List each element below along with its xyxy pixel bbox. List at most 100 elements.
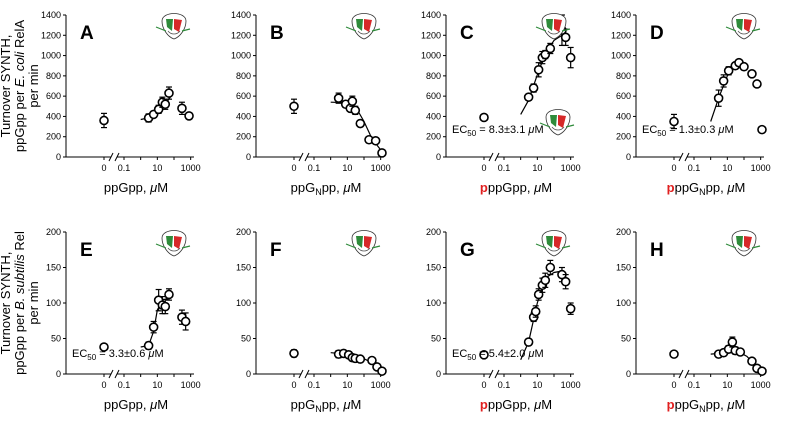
data-point <box>718 74 729 88</box>
data-point <box>479 112 489 123</box>
ec50-annotation: EC50 = 5.4±2.0 μM <box>452 348 544 362</box>
data-point <box>99 112 109 129</box>
y-tick-label: 1000 <box>231 51 251 61</box>
data-point <box>540 272 551 288</box>
y-tick-label: 1200 <box>421 30 441 40</box>
data-point <box>289 98 299 114</box>
x-tick-label: 0.1 <box>688 380 701 390</box>
x-tick-label: 0.1 <box>688 163 701 173</box>
data-point <box>355 354 366 364</box>
y-tick-label: 50 <box>51 334 61 344</box>
y-tick-label: 200 <box>616 132 631 142</box>
data-point <box>565 46 576 69</box>
y-axis-label-line: per min <box>26 64 41 107</box>
data-point <box>747 356 757 367</box>
enzyme-structure-icon <box>345 230 381 257</box>
axis-break-mark <box>678 369 684 379</box>
y-tick-label: 50 <box>621 334 631 344</box>
y-tick-label: 600 <box>236 91 251 101</box>
data-point <box>545 42 556 55</box>
x-axis-label: ppGNpp, μM <box>291 397 362 414</box>
data-point <box>370 135 381 146</box>
data-point <box>530 305 541 318</box>
x-tick-label: 1000 <box>751 163 771 173</box>
x-tick-label: 0 <box>671 380 676 390</box>
x-tick-label: 0.1 <box>118 163 131 173</box>
data-point <box>747 69 757 79</box>
panel-letter: C <box>460 23 474 44</box>
axis-break-mark <box>494 369 500 379</box>
data-point <box>735 347 746 357</box>
x-axis-label: ppGpp, μM <box>104 180 168 195</box>
x-tick-label: 10 <box>722 380 732 390</box>
axis-break-mark <box>108 369 114 379</box>
panel-E: 0 50 100 150 200 0 0.1 10 1000 E EC50 = 3.3±0.6 μM… <box>46 227 201 412</box>
axis-break-mark <box>304 369 310 379</box>
data-point <box>180 312 191 331</box>
x-tick-label: 0.1 <box>498 380 511 390</box>
x-tick-label: 10 <box>152 380 162 390</box>
panel-A: 0 200 400 600 800 1000 1200 1400 0 0.1 10 1000 AppGp… <box>41 10 201 195</box>
y-tick-label: 1400 <box>421 10 441 20</box>
ec50-annotation: EC50 = 8.3±3.1 μM <box>452 124 544 138</box>
data-point <box>148 109 159 120</box>
enzyme-structure-icon <box>155 13 191 40</box>
y-tick-label: 100 <box>616 298 631 308</box>
data-point <box>528 83 539 93</box>
enzyme-structure-icon <box>725 230 761 257</box>
y-tick-label: 0 <box>626 152 631 162</box>
x-tick-label: 0 <box>671 163 676 173</box>
y-tick-label: 1000 <box>421 51 441 61</box>
x-tick-label: 10 <box>532 380 542 390</box>
data-point <box>713 89 724 107</box>
data-point <box>160 98 171 110</box>
data-point <box>377 366 387 376</box>
panel-C: 0 200 400 600 800 1000 1200 1400 0 0.1 10 1000 C EC50… <box>421 10 581 195</box>
x-tick-label: 10 <box>342 380 352 390</box>
axis-break-mark <box>684 369 690 379</box>
x-axis-label: pppGNpp, μM <box>667 180 746 197</box>
y-tick-label: 150 <box>426 263 441 273</box>
x-tick-label: 1000 <box>561 163 581 173</box>
axis-break-mark <box>488 369 494 379</box>
x-tick-label: 10 <box>722 163 732 173</box>
axis-break-mark <box>304 152 310 162</box>
axis-break-mark <box>298 369 304 379</box>
enzyme-structure-icon <box>539 109 575 136</box>
x-tick-label: 10 <box>152 163 162 173</box>
ec50-annotation: EC50 = 1.3±0.3 μM <box>642 124 734 138</box>
ec50-annotation: EC50 = 3.3±0.6 μM <box>72 348 164 362</box>
y-axis-label-line: per min <box>26 281 41 324</box>
enzyme-structure-icon <box>535 230 571 257</box>
y-tick-label: 600 <box>46 91 61 101</box>
y-axis-label-line: ppGpp per E. coli RelA <box>12 20 27 153</box>
y-tick-label: 600 <box>616 91 631 101</box>
x-tick-label: 0 <box>291 163 296 173</box>
y-axis-label-line: Turnover SYNTH, <box>0 252 13 355</box>
data-point <box>739 61 749 72</box>
x-tick-label: 0 <box>291 380 296 390</box>
x-tick-label: 0.1 <box>308 380 321 390</box>
x-tick-label: 1000 <box>181 163 201 173</box>
y-tick-label: 0 <box>246 369 251 379</box>
data-point <box>560 273 571 290</box>
data-point <box>333 92 344 104</box>
x-tick-label: 0.1 <box>308 163 321 173</box>
axis-break-mark <box>298 152 304 162</box>
y-tick-label: 150 <box>46 263 61 273</box>
y-tick-label: 0 <box>436 152 441 162</box>
data-point <box>523 337 534 347</box>
enzyme-structure-icon <box>155 230 191 257</box>
fit-curve <box>520 34 563 115</box>
y-tick-label: 1000 <box>611 51 631 61</box>
y-tick-label: 800 <box>46 71 61 81</box>
data-point <box>143 340 154 351</box>
data-point <box>523 92 534 102</box>
y-tick-label: 0 <box>56 152 61 162</box>
data-point <box>148 320 159 334</box>
y-tick-label: 100 <box>236 298 251 308</box>
data-point <box>752 79 762 89</box>
